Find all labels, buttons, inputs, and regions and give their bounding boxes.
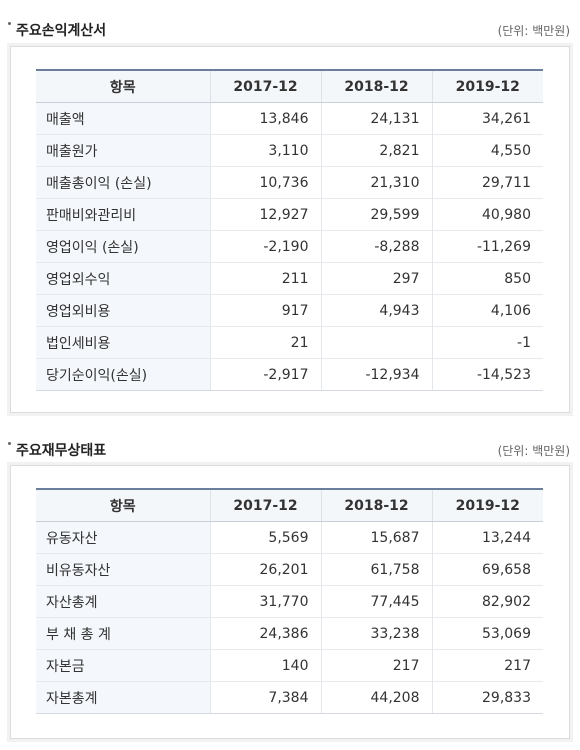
cell-2018: 33,238 (320, 617, 432, 650)
header-cell-2019: 2019-12 (431, 488, 543, 522)
cell-2017: 140 (209, 649, 321, 682)
table-row: 매출원가 3,110 2,821 4,550 (36, 134, 543, 167)
row-label: 매출총이익 (손실) (36, 166, 210, 199)
cell-2018: 297 (320, 262, 432, 295)
cell-2018: 21,310 (320, 166, 432, 199)
balance-section-title: 주요재무상태표 (8, 440, 106, 460)
cell-2017: -2,190 (209, 230, 321, 263)
row-label: 자본총계 (36, 681, 210, 714)
cell-2018: 217 (320, 649, 432, 682)
table-row: 자본금 140 217 217 (36, 649, 543, 682)
cell-2017: 10,736 (209, 166, 321, 199)
cell-2017: 31,770 (209, 585, 321, 618)
table-row: 영업외비용 917 4,943 4,106 (36, 294, 543, 327)
cell-2019: 217 (431, 649, 543, 682)
row-label: 매출액 (36, 102, 210, 135)
cell-2017: 24,386 (209, 617, 321, 650)
row-label: 유동자산 (36, 521, 210, 554)
cell-2017: 917 (209, 294, 321, 327)
table-row: 법인세비용 21 -1 (36, 326, 543, 359)
cell-2018: 2,821 (320, 134, 432, 167)
row-label: 자산총계 (36, 585, 210, 618)
income-header-row: 항목 2017-12 2018-12 2019-12 (36, 69, 543, 103)
header-cell-2017: 2017-12 (209, 69, 321, 103)
balance-panel: 항목 2017-12 2018-12 2019-12 유동자산 5,569 15… (10, 465, 570, 739)
cell-2019: -14,523 (431, 358, 543, 391)
cell-2018 (320, 326, 432, 359)
cell-2017: 7,384 (209, 681, 321, 714)
header-cell-2018: 2018-12 (320, 69, 432, 103)
table-row: 자본총계 7,384 44,208 29,833 (36, 681, 543, 714)
balance-header-row: 항목 2017-12 2018-12 2019-12 (36, 488, 543, 522)
cell-2018: 77,445 (320, 585, 432, 618)
bullet-dot-icon (8, 442, 11, 445)
row-label: 법인세비용 (36, 326, 210, 359)
cell-2018: -8,288 (320, 230, 432, 263)
cell-2018: 4,943 (320, 294, 432, 327)
cell-2019: 13,244 (431, 521, 543, 554)
cell-2018: 61,758 (320, 553, 432, 586)
cell-2018: -12,934 (320, 358, 432, 391)
income-unit-label: (단위: 백만원) (497, 24, 570, 38)
balance-section-header: 주요재무상태표 (단위: 백만원) (8, 440, 570, 460)
cell-2017: 12,927 (209, 198, 321, 231)
row-label: 판매비와관리비 (36, 198, 210, 231)
row-label: 영업외수익 (36, 262, 210, 295)
cell-2017: -2,917 (209, 358, 321, 391)
cell-2019: 82,902 (431, 585, 543, 618)
table-row: 부 채 총 계 24,386 33,238 53,069 (36, 617, 543, 650)
income-title-text: 주요손익계산서 (16, 23, 107, 39)
cell-2018: 24,131 (320, 102, 432, 135)
balance-unit-label: (단위: 백만원) (497, 444, 570, 458)
header-cell-2018: 2018-12 (320, 488, 432, 522)
cell-2017: 5,569 (209, 521, 321, 554)
header-cell-item: 항목 (36, 69, 210, 103)
bullet-dot-icon (8, 22, 11, 25)
cell-2019: -1 (431, 326, 543, 359)
income-section-title: 주요손익계산서 (8, 20, 106, 40)
table-row: 영업외수익 211 297 850 (36, 262, 543, 295)
cell-2017: 211 (209, 262, 321, 295)
cell-2019: 850 (431, 262, 543, 295)
table-row: 매출액 13,846 24,131 34,261 (36, 102, 543, 135)
row-label: 당기순이익(손실) (36, 358, 210, 391)
income-section-header: 주요손익계산서 (단위: 백만원) (8, 20, 570, 40)
header-cell-2017: 2017-12 (209, 488, 321, 522)
header-cell-item: 항목 (36, 488, 210, 522)
cell-2019: 40,980 (431, 198, 543, 231)
table-row: 영업이익 (손실) -2,190 -8,288 -11,269 (36, 230, 543, 263)
cell-2019: -11,269 (431, 230, 543, 263)
table-row: 비유동자산 26,201 61,758 69,658 (36, 553, 543, 586)
balance-table: 항목 2017-12 2018-12 2019-12 유동자산 5,569 15… (36, 488, 543, 714)
table-row: 자산총계 31,770 77,445 82,902 (36, 585, 543, 618)
table-row: 유동자산 5,569 15,687 13,244 (36, 521, 543, 554)
cell-2019: 34,261 (431, 102, 543, 135)
income-table: 항목 2017-12 2018-12 2019-12 매출액 13,846 24… (36, 69, 543, 391)
balance-title-text: 주요재무상태표 (16, 443, 107, 459)
cell-2019: 29,833 (431, 681, 543, 714)
row-label: 비유동자산 (36, 553, 210, 586)
cell-2017: 3,110 (209, 134, 321, 167)
cell-2018: 29,599 (320, 198, 432, 231)
cell-2017: 21 (209, 326, 321, 359)
cell-2019: 4,106 (431, 294, 543, 327)
cell-2017: 13,846 (209, 102, 321, 135)
row-label: 영업외비용 (36, 294, 210, 327)
cell-2019: 29,711 (431, 166, 543, 199)
row-label: 자본금 (36, 649, 210, 682)
row-label: 부 채 총 계 (36, 617, 210, 650)
header-cell-2019: 2019-12 (431, 69, 543, 103)
table-row: 매출총이익 (손실) 10,736 21,310 29,711 (36, 166, 543, 199)
cell-2018: 44,208 (320, 681, 432, 714)
cell-2018: 15,687 (320, 521, 432, 554)
income-panel: 항목 2017-12 2018-12 2019-12 매출액 13,846 24… (10, 46, 570, 413)
row-label: 매출원가 (36, 134, 210, 167)
cell-2019: 53,069 (431, 617, 543, 650)
table-row: 당기순이익(손실) -2,917 -12,934 -14,523 (36, 358, 543, 391)
cell-2019: 4,550 (431, 134, 543, 167)
row-label: 영업이익 (손실) (36, 230, 210, 263)
cell-2019: 69,658 (431, 553, 543, 586)
table-row: 판매비와관리비 12,927 29,599 40,980 (36, 198, 543, 231)
cell-2017: 26,201 (209, 553, 321, 586)
